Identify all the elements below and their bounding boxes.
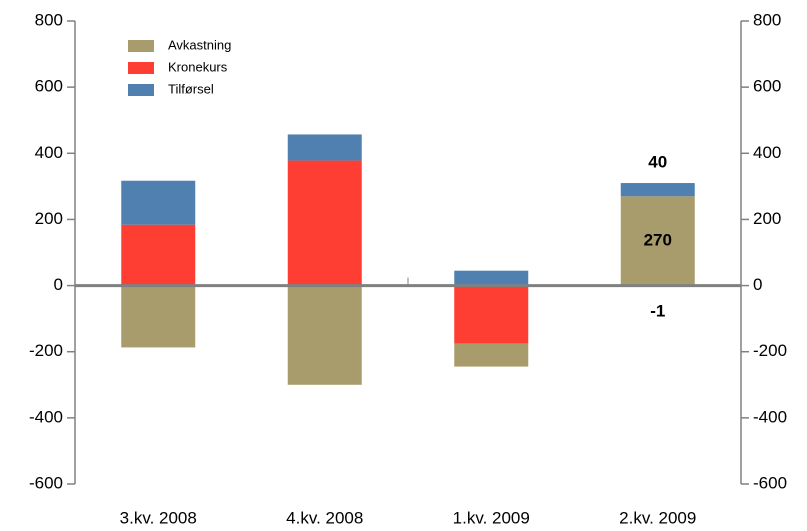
y2-tick-label: 0	[753, 275, 762, 294]
bar-segment	[287, 160, 362, 286]
bar-segment	[454, 270, 529, 286]
y2-tick-label: 200	[753, 209, 781, 228]
bar-segment	[287, 285, 362, 385]
bar-segment	[287, 134, 362, 161]
legend-swatch	[128, 84, 154, 96]
y2-tick-label: 800	[753, 10, 781, 29]
y2-tick-label: -400	[753, 407, 787, 426]
y-tick-label: -200	[29, 341, 63, 360]
bar-segment	[620, 196, 695, 286]
bar-segment	[454, 343, 529, 367]
y-tick-label: -400	[29, 407, 63, 426]
y-tick-label: 600	[35, 77, 63, 96]
y2-tick-label: -600	[753, 473, 787, 492]
x-tick-label: 4.kv. 2008	[286, 508, 363, 527]
y-tick-label: 0	[54, 275, 63, 294]
legend-label: Avkastning	[168, 37, 231, 52]
bar-segment	[121, 285, 196, 348]
y-tick-label: -600	[29, 473, 63, 492]
data-label: -1	[650, 301, 665, 320]
legend-label: Tilførsel	[168, 81, 214, 96]
bar-segment	[454, 285, 529, 344]
y2-tick-label: -200	[753, 341, 787, 360]
bar-segment	[121, 224, 196, 286]
bar-segment	[620, 183, 695, 197]
bar-segment	[121, 180, 196, 225]
data-label: 270	[644, 230, 672, 249]
y-tick-label: 200	[35, 209, 63, 228]
x-tick-label: 3.kv. 2008	[120, 508, 197, 527]
x-tick-label: 2.kv. 2009	[619, 508, 696, 527]
legend-label: Kronekurs	[168, 59, 228, 74]
y2-tick-label: 600	[753, 77, 781, 96]
y-tick-label: 800	[35, 10, 63, 29]
x-tick-label: 1.kv. 2009	[453, 508, 530, 527]
y-tick-label: 400	[35, 143, 63, 162]
legend-swatch	[128, 40, 154, 52]
legend-swatch	[128, 62, 154, 74]
data-label: 40	[648, 153, 667, 172]
y2-tick-label: 400	[753, 143, 781, 162]
